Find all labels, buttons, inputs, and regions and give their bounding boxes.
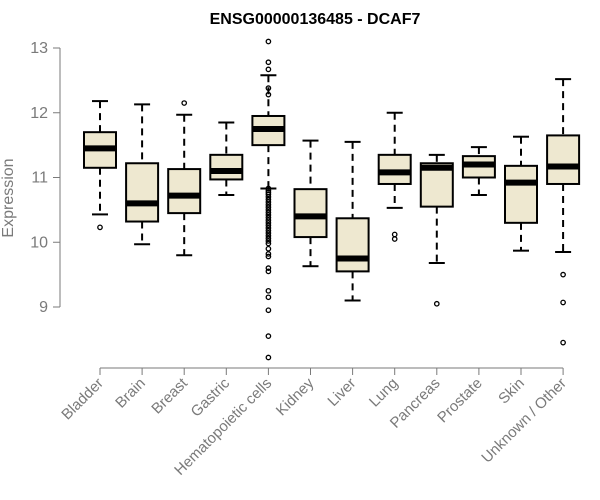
x-tick-label: Skin — [495, 375, 528, 408]
outlier-point — [97, 224, 103, 231]
y-tick-label: 9 — [39, 299, 48, 316]
x-tick-label: Prostate — [434, 375, 486, 427]
outlier-point — [560, 299, 566, 306]
x-tick-label: Lung — [366, 375, 402, 411]
box-group — [125, 103, 160, 246]
iqr-box — [335, 217, 370, 273]
outlier-point — [560, 271, 566, 278]
iqr-box — [209, 153, 244, 181]
outlier-point — [265, 245, 272, 252]
outlier-point — [265, 212, 272, 218]
outlier-point — [391, 236, 398, 242]
x-tick-label: Liver — [324, 375, 359, 410]
x-tick-label: Bladder — [58, 375, 107, 424]
outlier-point — [265, 201, 272, 208]
outlier-point — [265, 268, 272, 275]
outlier-point — [391, 231, 398, 238]
outlier-point — [265, 66, 272, 73]
outlier-point — [265, 225, 272, 231]
iqr-box — [125, 162, 160, 223]
box-group — [504, 135, 538, 252]
outlier-point — [265, 230, 272, 237]
outlier-point — [265, 222, 272, 229]
box-group — [251, 38, 286, 361]
outlier-point — [433, 300, 440, 307]
outlier-point — [265, 240, 272, 247]
iqr-box — [504, 164, 538, 224]
outlier-point — [265, 287, 272, 294]
outlier-point — [265, 219, 272, 226]
box-group — [377, 111, 412, 242]
outlier-point — [265, 91, 272, 98]
outlier-point — [265, 214, 272, 221]
box-group — [419, 153, 454, 307]
outlier-point — [265, 194, 272, 200]
outlier-point — [265, 294, 272, 301]
iqr-box — [167, 168, 202, 215]
outlier-point — [265, 265, 272, 271]
outlier-point — [181, 100, 188, 106]
outlier-point — [265, 199, 272, 205]
outlier-point — [265, 253, 272, 260]
x-tick-label: Kidney — [273, 374, 318, 419]
chart-title: ENSG00000136485 - DCAF7 — [210, 11, 421, 28]
outlier-point — [265, 85, 272, 91]
outlier-point — [265, 204, 272, 211]
outlier-point — [265, 191, 272, 198]
box-group — [167, 100, 202, 257]
iqr-box — [293, 188, 328, 239]
outlier-point — [265, 196, 272, 203]
outlier-point — [265, 207, 272, 213]
outlier-point — [265, 235, 272, 242]
outlier-point — [265, 333, 272, 339]
y-tick-label: 11 — [31, 170, 48, 187]
outlier-point — [265, 307, 272, 314]
outlier-point — [265, 209, 272, 216]
box-group — [546, 78, 581, 346]
iqr-box — [546, 134, 581, 185]
y-tick-label: 12 — [30, 105, 48, 122]
outlier-point — [265, 59, 272, 66]
outlier-point — [560, 339, 566, 346]
y-axis: 9 10 11 12 13 — [30, 40, 61, 316]
y-tick-label: 10 — [30, 234, 48, 251]
x-tick-label: Breast — [148, 374, 191, 417]
box-series — [83, 38, 581, 361]
y-axis-label: Expression — [0, 158, 17, 237]
box-group — [83, 100, 117, 231]
outlier-point — [265, 227, 272, 234]
outlier-point — [265, 232, 272, 239]
outlier-point — [265, 238, 272, 244]
box-group — [209, 121, 244, 196]
box-group — [293, 139, 328, 268]
outlier-point — [265, 217, 272, 224]
outlier-point — [265, 38, 272, 45]
y-tick-label: 13 — [30, 40, 48, 57]
outlier-point — [265, 354, 272, 361]
outlier-point — [265, 251, 272, 257]
x-tick-label: Brain — [112, 375, 149, 412]
box-group — [461, 146, 496, 196]
box-group — [335, 140, 370, 302]
